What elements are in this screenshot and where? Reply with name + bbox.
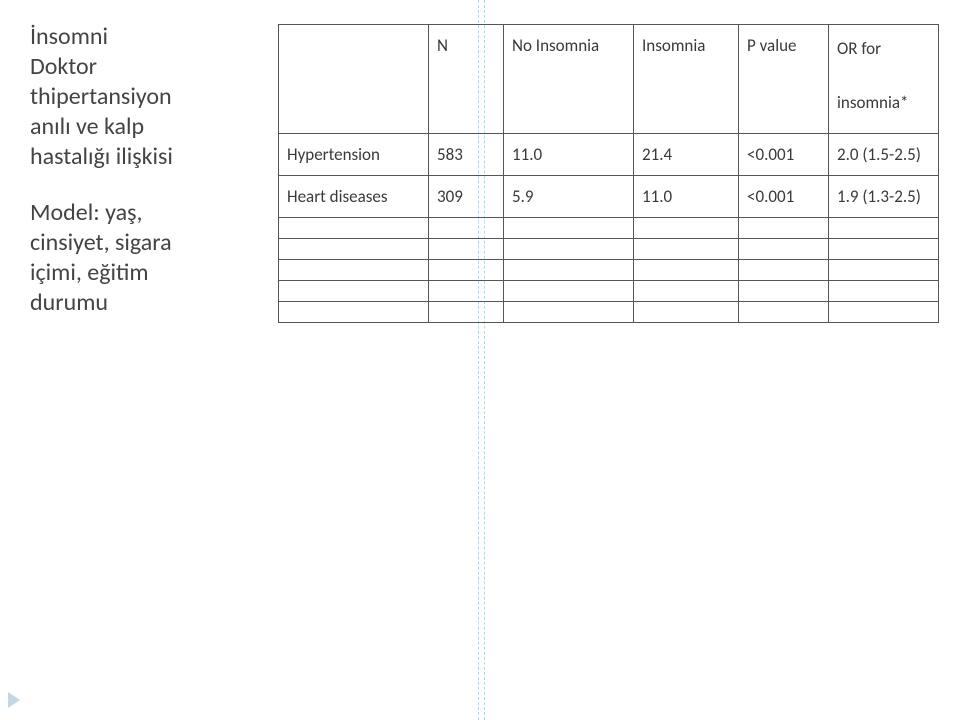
table-row xyxy=(279,281,939,302)
table-row: Hypertension 583 11.0 21.4 <0.001 2.0 (1… xyxy=(279,134,939,176)
sub-line-1: Model: yaş, xyxy=(30,198,142,227)
slide-title: İnsomni Doktor thipertansiyon anılı ve k… xyxy=(30,22,240,172)
cell-or xyxy=(829,281,939,302)
cell-p xyxy=(739,302,829,323)
table-row xyxy=(279,239,939,260)
cell-or: 2.0 (1.5-2.5) xyxy=(829,134,939,176)
cell-insomnia xyxy=(634,218,739,239)
cell-p: <0.001 xyxy=(739,134,829,176)
title-line-5: hastalığı ilişkisi xyxy=(30,142,173,171)
cell-p xyxy=(739,218,829,239)
cell-label: Hypertension xyxy=(279,134,429,176)
cell-no-insomnia: 5.9 xyxy=(504,176,634,218)
data-table: N No Insomnia Insomnia P value OR for in… xyxy=(278,24,939,323)
table-row xyxy=(279,260,939,281)
col-insomnia: Insomnia xyxy=(634,25,739,134)
cell-no-insomnia: 11.0 xyxy=(504,134,634,176)
cell-no-insomnia xyxy=(504,260,634,281)
title-line-3: thipertansiyon xyxy=(30,82,172,111)
title-line-1: İnsomni xyxy=(30,22,108,51)
cell-or xyxy=(829,218,939,239)
col-or: OR for insomnia* xyxy=(829,25,939,134)
sub-line-2: cinsiyet, sigara xyxy=(30,228,172,257)
cell-label xyxy=(279,260,429,281)
cell-insomnia: 21.4 xyxy=(634,134,739,176)
cell-no-insomnia xyxy=(504,218,634,239)
cell-p xyxy=(739,239,829,260)
cell-or xyxy=(829,260,939,281)
cell-insomnia xyxy=(634,302,739,323)
cell-label xyxy=(279,281,429,302)
cell-n: 309 xyxy=(429,176,504,218)
table-row: Heart diseases 309 5.9 11.0 <0.001 1.9 (… xyxy=(279,176,939,218)
left-text-block: İnsomni Doktor thipertansiyon anılı ve k… xyxy=(30,22,240,318)
col-p-value: P value xyxy=(739,25,829,134)
table-header-row: N No Insomnia Insomnia P value OR for in… xyxy=(279,25,939,134)
table-row xyxy=(279,218,939,239)
cell-or xyxy=(829,239,939,260)
col-no-insomnia: No Insomnia xyxy=(504,25,634,134)
cell-n: 583 xyxy=(429,134,504,176)
cell-insomnia xyxy=(634,260,739,281)
cell-label xyxy=(279,302,429,323)
cell-or xyxy=(829,302,939,323)
title-line-4: anılı ve kalp xyxy=(30,112,144,141)
table-row xyxy=(279,302,939,323)
col-n: N xyxy=(429,25,504,134)
cell-p xyxy=(739,260,829,281)
sub-line-4: durumu xyxy=(30,288,108,317)
cell-p: <0.001 xyxy=(739,176,829,218)
cell-no-insomnia xyxy=(504,239,634,260)
cell-label xyxy=(279,239,429,260)
slide-subtitle: Model: yaş, cinsiyet, sigara içimi, eğit… xyxy=(30,198,240,318)
slide-page: İnsomni Doktor thipertansiyon anılı ve k… xyxy=(0,0,960,720)
cell-insomnia xyxy=(634,239,739,260)
data-table-wrap: N No Insomnia Insomnia P value OR for in… xyxy=(278,24,928,323)
col-label xyxy=(279,25,429,134)
cell-insomnia: 11.0 xyxy=(634,176,739,218)
col-or-line2: insomnia* xyxy=(837,92,908,113)
cell-n xyxy=(429,281,504,302)
cell-n xyxy=(429,218,504,239)
cell-insomnia xyxy=(634,281,739,302)
cell-or: 1.9 (1.3-2.5) xyxy=(829,176,939,218)
cell-no-insomnia xyxy=(504,281,634,302)
cell-p xyxy=(739,281,829,302)
cell-no-insomnia xyxy=(504,302,634,323)
col-or-line1: OR for xyxy=(837,38,881,59)
cell-label: Heart diseases xyxy=(279,176,429,218)
cell-label xyxy=(279,218,429,239)
cell-n xyxy=(429,302,504,323)
title-line-2: Doktor xyxy=(30,52,97,81)
triangle-bullet-icon xyxy=(8,692,20,708)
sub-line-3: içimi, eğitim xyxy=(30,258,149,287)
cell-n xyxy=(429,239,504,260)
cell-n xyxy=(429,260,504,281)
